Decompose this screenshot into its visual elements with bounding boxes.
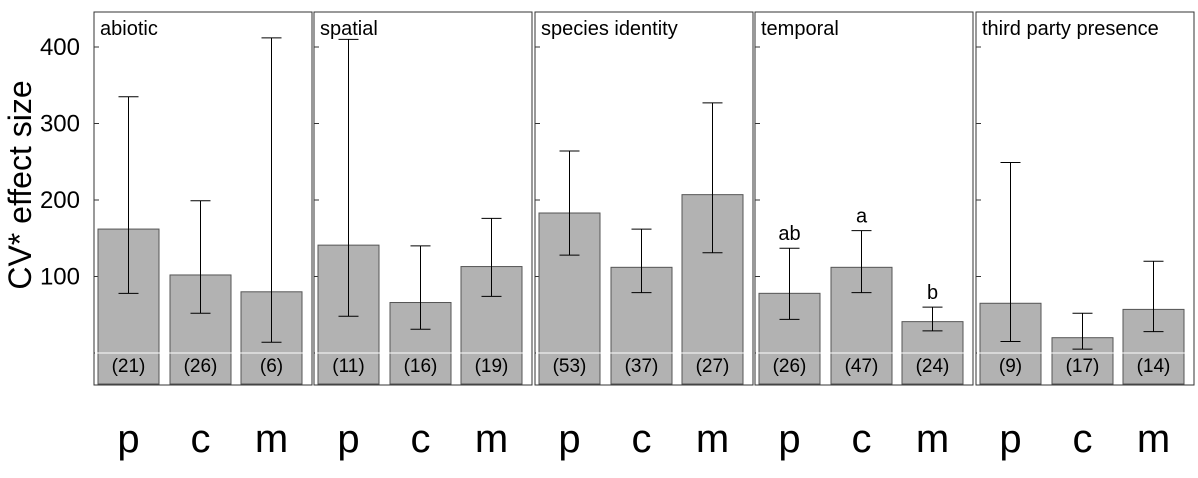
y-tick-label-300: 300 [40,111,80,138]
bar-base-p [317,352,380,385]
x-category-label-c: c [1073,417,1093,461]
bar-base-p [538,352,601,385]
x-category-label-m: m [916,417,949,461]
bar-base-c [610,352,673,385]
x-category-label-c: c [411,417,431,461]
panel-abiotic: abiotic (21) (26) (6) p c m [93,11,313,461]
x-category-label-c: c [632,417,652,461]
sample-size-label-c: (16) [404,356,438,377]
bar-base-m [460,352,523,385]
x-category-label-c: c [852,417,872,461]
y-tick-label-100: 100 [40,264,80,291]
panel-spatial: spatial (11) (16) (19) p c m [313,11,533,461]
y-axis: 100 200 300 400 [40,34,80,291]
sample-size-label-c: (47) [845,356,879,377]
sample-size-label-m: (24) [916,356,950,377]
sample-size-label-m: (14) [1137,356,1171,377]
y-tick-label-400: 400 [40,34,80,61]
panel-third-party-presence: third party presence (9) (17) (14) p c m [975,11,1195,461]
sample-size-label-c: (37) [625,356,659,377]
panel-title: abiotic [100,18,158,40]
sample-size-label-p: (26) [773,356,807,377]
x-category-label-m: m [1137,417,1170,461]
sample-size-label-p: (9) [999,356,1022,377]
sample-size-label-m: (27) [696,356,730,377]
y-axis-label: CV* effect size [2,80,38,289]
bar-base-c [830,352,893,385]
x-category-label-p: p [999,417,1021,461]
x-category-label-c: c [191,417,211,461]
bar-base-p [979,352,1042,385]
x-category-label-p: p [778,417,800,461]
panel-title: temporal [761,18,839,40]
significance-letter-p: ab [778,223,800,245]
panel-title: third party presence [982,18,1159,40]
significance-letter-m: b [927,282,938,304]
x-category-label-m: m [696,417,729,461]
panel-species-identity: species identity (53) (37) (27) p c m [534,11,754,461]
panel-title: species identity [541,18,678,40]
sample-size-label-m: (6) [260,356,283,377]
bar-base-p [758,352,821,385]
y-tick-label-200: 200 [40,187,80,214]
x-category-label-p: p [558,417,580,461]
sample-size-label-p: (21) [112,356,146,377]
bar-base-c [1051,352,1114,385]
sample-size-label-m: (19) [475,356,509,377]
sample-size-label-p: (53) [553,356,587,377]
x-category-label-m: m [255,417,288,461]
x-category-label-p: p [117,417,139,461]
bar-base-m [681,352,744,385]
sample-size-label-p: (11) [332,356,364,377]
bar-base-c [389,352,452,385]
significance-letter-c: a [856,206,868,228]
sample-size-label-c: (17) [1066,356,1100,377]
sample-size-label-c: (26) [184,356,218,377]
panel-title: spatial [320,18,378,40]
x-category-label-p: p [337,417,359,461]
x-category-label-m: m [475,417,508,461]
